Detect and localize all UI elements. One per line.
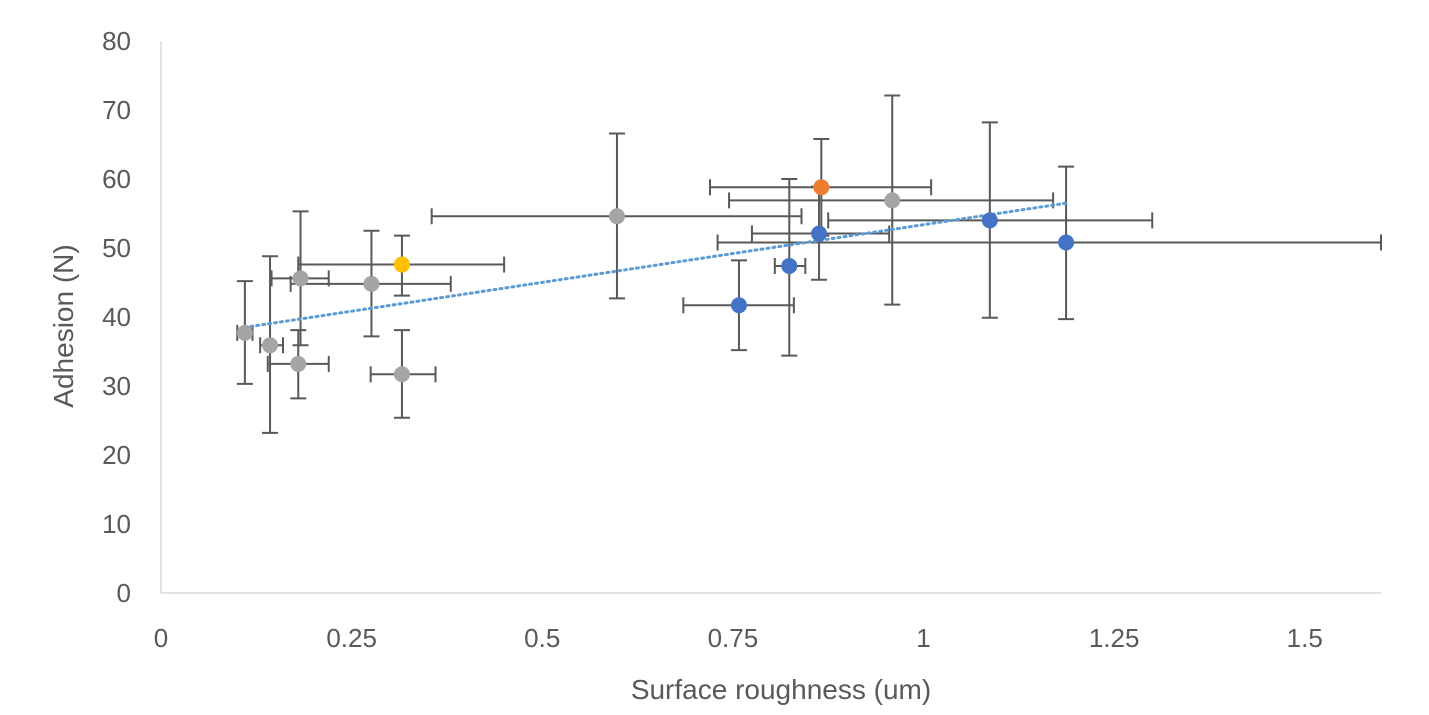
y-tick-label: 70 — [102, 95, 131, 125]
x-tick-label: 0 — [154, 623, 168, 653]
data-point-gray — [292, 270, 309, 287]
y-tick-label: 80 — [102, 26, 131, 56]
data-markers — [236, 179, 1075, 383]
data-point-orange — [813, 179, 830, 196]
data-point-blue — [811, 225, 828, 242]
y-tick-label: 50 — [102, 233, 131, 263]
x-tick-label: 0.5 — [524, 623, 560, 653]
data-point-gray — [262, 337, 279, 354]
data-point-gray — [363, 275, 380, 292]
x-tick-label: 0.25 — [326, 623, 377, 653]
data-point-blue — [730, 297, 747, 314]
y-tick-label: 60 — [102, 164, 131, 194]
data-point-gray — [290, 355, 307, 372]
data-point-yellow — [393, 256, 410, 273]
data-point-gray — [884, 192, 901, 209]
trendline — [243, 201, 1068, 329]
x-tick-label: 1.25 — [1089, 623, 1140, 653]
y-axis-title: Adhesion (N) — [48, 244, 79, 407]
x-tick-label: 0.75 — [708, 623, 759, 653]
data-point-blue — [981, 212, 998, 229]
y-tick-label: 0 — [117, 578, 131, 608]
y-tick-label: 10 — [102, 509, 131, 539]
data-point-gray — [236, 324, 253, 341]
data-point-blue — [1058, 234, 1075, 251]
data-point-gray — [608, 208, 625, 225]
data-point-blue — [781, 257, 798, 274]
data-point-gray — [393, 366, 410, 383]
x-tick-label: 1 — [916, 623, 930, 653]
y-tick-label: 40 — [102, 302, 131, 332]
x-axis-title: Surface roughness (um) — [631, 674, 931, 705]
x-tick-label: 1.5 — [1287, 623, 1323, 653]
y-tick-label: 30 — [102, 371, 131, 401]
y-tick-label: 20 — [102, 440, 131, 470]
